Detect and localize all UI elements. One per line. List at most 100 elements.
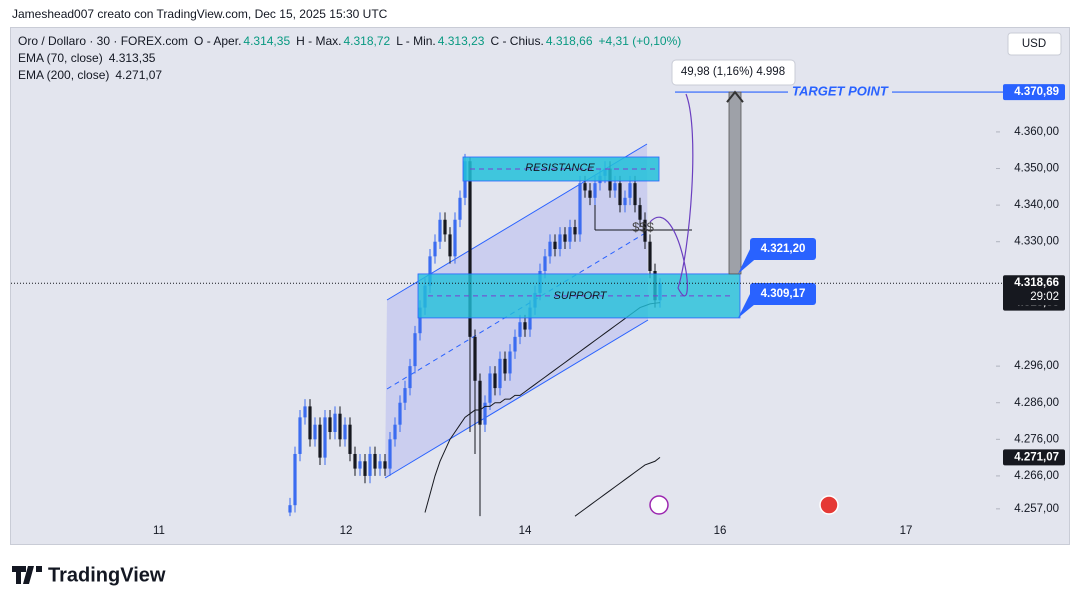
candle-body: [518, 322, 522, 337]
candle-body: [513, 336, 517, 352]
candle-body: [488, 373, 492, 403]
legend-item: 4.318,66: [546, 34, 593, 48]
candle-body: [403, 388, 407, 403]
candle-body: [593, 183, 597, 198]
candle-body: [628, 183, 632, 198]
candle-body: [618, 183, 622, 206]
y-tick-label: 4.286,00: [1014, 397, 1059, 409]
candle-body: [553, 241, 557, 250]
candle-body: [508, 351, 512, 374]
x-tick-label: 11: [153, 525, 165, 537]
candle-body: [638, 205, 642, 220]
measure-arrow: [726, 90, 744, 103]
candle-body: [543, 256, 547, 271]
candle-body: [478, 380, 482, 425]
channel-mid: [386, 231, 648, 390]
candle-body: [523, 322, 527, 330]
legend-indicator: EMA (200, close) 4.271,07: [18, 68, 162, 82]
x-tick-label: 12: [340, 525, 353, 537]
candle-body: [418, 307, 422, 334]
resistance-label: RESISTANCE: [525, 162, 595, 174]
candle-body: [588, 190, 592, 198]
candle-body: [443, 219, 447, 235]
candle-body: [453, 219, 457, 257]
candle-body: [633, 183, 637, 206]
x-tick-label: 16: [714, 525, 727, 537]
legend-item: 4.313,23: [438, 34, 485, 48]
candle-body: [378, 461, 382, 469]
credit: Jameshead007 creato con TradingView.com,…: [12, 7, 388, 21]
brand: TradingView: [48, 564, 166, 586]
ema-line: [574, 456, 661, 517]
candle-body: [428, 256, 432, 286]
event-icon: [649, 495, 669, 515]
support-label: SUPPORT: [554, 290, 608, 302]
candle-body: [393, 424, 397, 440]
candle-body: [573, 227, 577, 235]
candle-body: [433, 241, 437, 257]
candle-body: [353, 453, 357, 469]
target-label-bg: [788, 84, 892, 101]
legend-indicator: EMA (70, close) 4.313,35: [18, 51, 156, 65]
x-tick-label: 17: [900, 525, 913, 537]
legend-item: 4.314,35: [243, 34, 290, 48]
candle-body: [458, 197, 462, 220]
y-tick-label: 4.340,00: [1014, 199, 1059, 211]
flag-icon: [819, 495, 839, 515]
countdown: 29:02: [1030, 291, 1059, 303]
candle-body: [558, 234, 562, 250]
x-tick-label: 14: [519, 525, 532, 537]
y-tick-label: 4.257,00: [1014, 503, 1059, 515]
candle-body: [408, 366, 412, 389]
currency-box[interactable]: [1007, 32, 1062, 56]
candle-body: [413, 333, 417, 367]
candle-body: [498, 358, 502, 389]
candle-body: [438, 219, 442, 242]
measure-box: [671, 59, 796, 86]
price-tag: [1003, 275, 1065, 306]
measure-label: 49,98 (1,16%) 4.998: [681, 66, 785, 78]
ema-line: [424, 302, 661, 513]
callout-label: 4.321,20: [761, 243, 806, 255]
price-tag-label: 4.271,07: [1014, 451, 1059, 463]
legend-item: Oro / Dollaro · 30 · FOREX.com: [18, 34, 188, 48]
legend-item: 4.318,72: [343, 34, 390, 48]
candle-body: [298, 417, 302, 454]
candle-body: [448, 234, 452, 257]
y-tick-label: 4.266,00: [1014, 470, 1059, 482]
callout-label: 4.309,17: [761, 288, 806, 300]
candle-body: [623, 197, 627, 206]
legend-item: EMA (70, close): [18, 51, 103, 65]
candle-body: [363, 461, 367, 476]
candle-body: [398, 402, 402, 425]
callout-bg: [750, 283, 816, 305]
legend-item: 4.271,07: [115, 68, 162, 82]
candle-body: [343, 424, 347, 440]
candle-body: [293, 453, 297, 506]
currency[interactable]: USD: [1022, 38, 1046, 50]
y-tick-label: 4.330,00: [1014, 236, 1059, 248]
candle-body: [548, 241, 552, 257]
candle-body: [318, 424, 322, 458]
candle-body: [368, 453, 372, 476]
legend-item: EMA (200, close): [18, 68, 109, 82]
price-tag: [1003, 449, 1065, 466]
support-zone: [417, 273, 741, 319]
candle-body: [383, 461, 387, 469]
liquidity-label: $$$: [632, 219, 654, 234]
y-tick-label: 4.350,00: [1014, 163, 1059, 175]
candle-body: [468, 161, 472, 337]
candle-body: [338, 413, 342, 440]
candle-body: [583, 183, 587, 191]
candle-body: [348, 424, 352, 454]
candle-body: [358, 461, 362, 469]
candle-body: [483, 402, 487, 425]
y-tick-label: 4.360,00: [1014, 126, 1059, 138]
candle-body: [303, 406, 307, 418]
candle-body: [313, 424, 317, 440]
price-tag: [1003, 84, 1065, 101]
measure-bar: [728, 91, 742, 275]
channel-lower: [384, 319, 649, 479]
